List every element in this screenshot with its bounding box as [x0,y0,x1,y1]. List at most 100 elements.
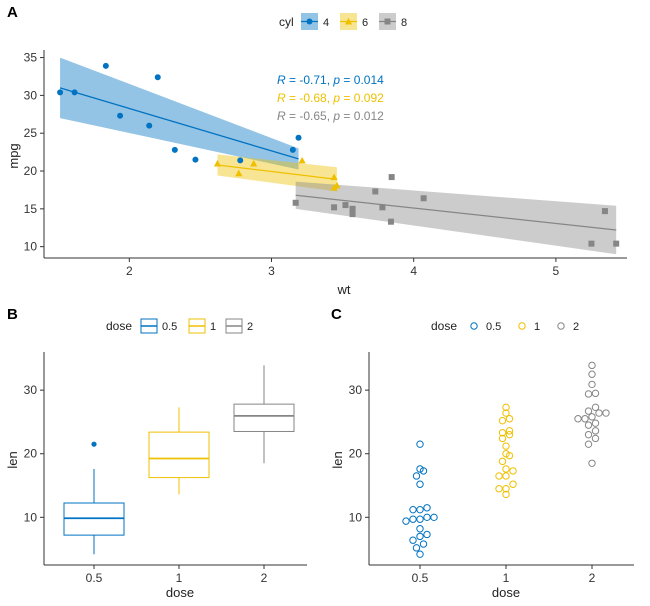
dot-0.5 [430,513,438,522]
data-point-8 [292,199,299,206]
x-tick-label: 1 [176,571,183,585]
data-point-8 [601,208,608,215]
data-point-4 [192,156,199,163]
panel-a-scatter: cyl 4 6 8 R = -0.71, p = 0.014 R = -0.68, p… [6,13,627,297]
confidence-band-6 [217,154,337,192]
dot-1 [498,416,507,425]
dot-1 [509,467,517,475]
dot-1 [509,480,517,488]
dot-2 [584,430,593,439]
dot-1 [502,472,510,480]
legend-label: 4 [323,17,329,29]
data-point-4 [57,89,64,96]
x-tick-label: 4 [410,264,417,278]
data-point-8 [349,211,356,218]
dot-2 [574,415,582,423]
data-point-6 [213,159,222,167]
data-point-8 [379,204,386,211]
y-axis-label: len [330,451,345,468]
dot-2 [591,403,600,412]
confidence-band-8 [295,181,617,255]
dot-1 [502,490,510,499]
data-point-8 [331,204,338,211]
stat-label-4: R = -0.71, p = 0.014 [277,73,384,87]
dot-0.5 [416,532,424,541]
y-tick-label: 10 [24,510,38,524]
dot-1 [498,434,507,443]
panel-tag-c: C [331,306,342,323]
panel-tag-a: A [7,4,18,21]
dot-0.5 [416,440,424,448]
stat-label-6: R = -0.68, p = 0.092 [277,91,384,105]
y-tick-label: 25 [24,126,38,140]
dot-2 [588,380,596,389]
data-point-6 [250,159,258,167]
dot-2 [591,389,600,398]
dot-1 [505,430,514,439]
panel-c-legend: dose 0.5 1 2 [431,319,579,333]
regression-line-4 [59,87,299,160]
dot-2 [581,415,589,423]
data-point-8 [387,218,394,225]
dot-1 [495,472,503,480]
dot-1 [502,442,510,450]
dot-1 [502,403,510,412]
y-tick-label: 35 [24,51,38,65]
dot-1 [502,450,510,458]
data-point-4 [146,122,153,129]
regression-line-6 [217,164,337,180]
legend-key-marker [344,17,353,25]
dot-0.5 [419,467,428,475]
dot-0.5 [416,505,424,514]
panel-c-axes: 10 20 30 0.5 1 2 [349,352,634,585]
data-point-8 [349,205,356,212]
dot-2 [584,421,593,429]
dot-2 [591,427,600,435]
dot-0.5 [416,525,424,533]
y-axis-label: mpg [6,143,21,168]
panel-a-legend: cyl 4 6 8 [279,13,407,30]
dot-2 [584,390,593,398]
data-point-4 [295,134,302,141]
data-point-6 [330,173,338,181]
y-tick-label: 20 [24,164,38,178]
y-tick-label: 30 [24,88,38,102]
legend-title: cyl [279,15,294,29]
stat-label-8: R = -0.65, p = 0.012 [277,109,384,123]
dot-1 [505,415,514,423]
panel-b-axes: 10 20 30 0.5 1 2 [24,352,307,585]
data-point-6 [235,169,243,177]
dot-2 [584,440,593,448]
dot-1 [495,485,503,493]
dot-2 [602,409,610,417]
dot-0.5 [416,550,424,558]
x-axis-label: dose [166,585,194,600]
dot-2 [588,370,596,378]
data-point-6 [333,181,341,189]
x-tick-label: 0.5 [86,571,103,585]
data-point-6 [298,156,306,164]
y-tick-label: 30 [24,383,38,397]
panel-b-boxplot: dose 0.5 1 2 10 20 30 0.5 1 2 dose len [5,318,307,600]
y-axis-label: len [5,451,20,468]
legend-label: 0.5 [486,321,501,333]
legend-key-marker [306,18,313,25]
data-point-8 [420,195,427,202]
y-tick-label: 30 [349,383,363,397]
dot-0.5 [419,540,428,548]
dot-0.5 [409,505,417,514]
legend-label: 2 [573,321,579,333]
data-point-4 [117,112,124,119]
dot-1 [505,427,514,435]
panel-a-stats: R = -0.71, p = 0.014 R = -0.68, p = 0.092… [277,73,384,123]
legend-label: 0.5 [162,321,177,333]
x-tick-label: 3 [268,264,275,278]
legend-key-marker [384,18,391,25]
dot-0.5 [412,544,421,552]
dot-1 [505,451,514,460]
dot-2 [591,434,600,443]
x-tick-label: 1 [503,571,510,585]
dot-2 [588,361,596,370]
x-axis-label: dose [492,585,520,600]
data-point-4 [237,157,244,164]
